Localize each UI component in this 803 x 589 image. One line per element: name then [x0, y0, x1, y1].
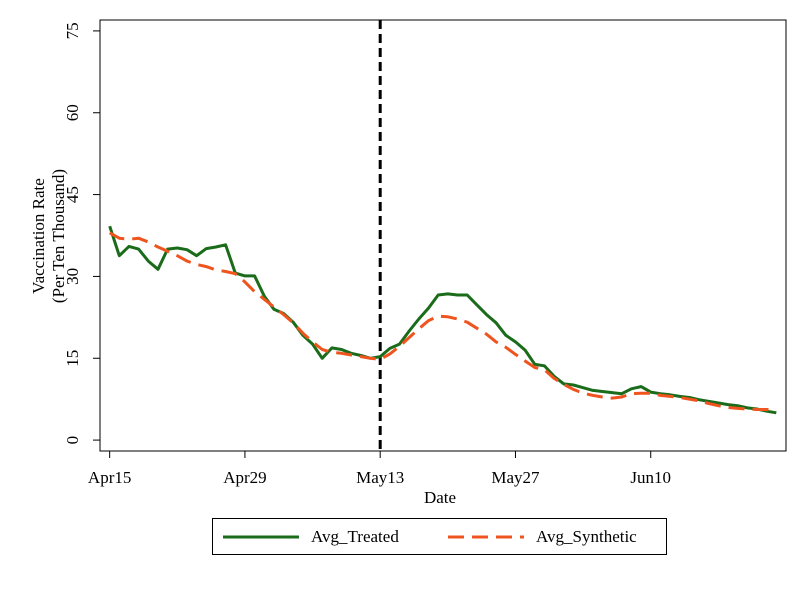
legend-line-solid-icon	[223, 535, 299, 538]
x-tick-label: Apr29	[223, 468, 266, 487]
plot-frame	[99, 19, 787, 452]
legend: Avg_Treated Avg_Synthetic	[212, 518, 667, 555]
legend-item-synthetic: Avg_Synthetic	[448, 519, 637, 554]
legend-item-treated: Avg_Treated	[223, 519, 399, 554]
x-axis-label: Date	[424, 488, 456, 507]
x-tick-label: Apr15	[88, 468, 131, 487]
series-line-avg-synthetic	[108, 231, 777, 412]
y-axis-label-line1: Vaccination Rate	[29, 178, 48, 294]
plot-layer: 0 15 30 45 60 75 Apr15 Apr29 May13 May27 Jun10	[63, 19, 787, 487]
x-tick-label: Jun10	[630, 468, 671, 487]
series-line-avg-treated	[108, 225, 777, 415]
y-tick-label: 75	[63, 22, 82, 39]
y-axis-label-line2: (Per Ten Thousand)	[49, 169, 68, 303]
y-tick-label: 60	[63, 104, 82, 121]
x-tick-label: May13	[356, 468, 404, 487]
legend-line-dashed-icon	[448, 535, 524, 538]
y-tick-label: 15	[63, 350, 82, 367]
y-tick-label: 45	[63, 186, 82, 203]
y-tick-label: 0	[63, 436, 82, 445]
y-tick-label: 30	[63, 268, 82, 285]
legend-label-treated: Avg_Treated	[311, 526, 399, 546]
x-tick-label: May27	[491, 468, 540, 487]
legend-label-synthetic: Avg_Synthetic	[536, 526, 637, 546]
